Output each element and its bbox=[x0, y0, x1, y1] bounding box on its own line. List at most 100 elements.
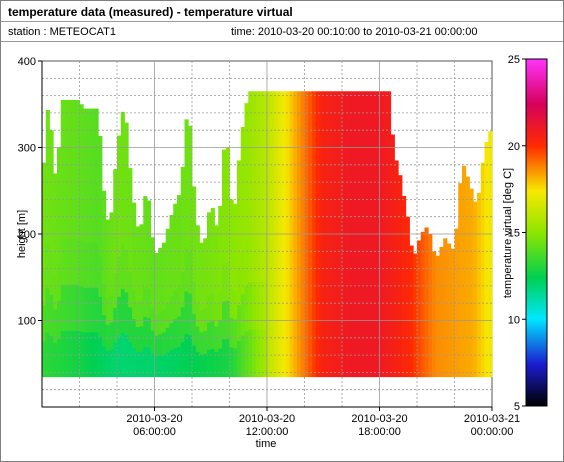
heatmap-cell bbox=[342, 234, 347, 282]
y-tick-label: 400 bbox=[18, 56, 36, 68]
heatmap-cell bbox=[424, 252, 429, 278]
heatmap-column bbox=[282, 91, 287, 378]
heatmap-cell bbox=[225, 338, 230, 378]
heatmap-column bbox=[169, 214, 174, 378]
heatmap-cell bbox=[113, 342, 118, 378]
heatmap-cell bbox=[439, 290, 444, 313]
heatmap-column bbox=[124, 122, 129, 378]
heatmap-cell bbox=[375, 329, 380, 378]
heatmap-cell bbox=[83, 332, 88, 378]
heatmap-cell bbox=[165, 278, 170, 304]
heatmap-cell bbox=[432, 251, 437, 273]
heatmap-cell bbox=[357, 138, 362, 187]
heatmap-cell bbox=[304, 281, 309, 330]
heatmap-cell bbox=[364, 329, 369, 378]
heatmap-cell bbox=[308, 91, 313, 140]
heatmap-cell bbox=[79, 240, 84, 287]
heatmap-cell bbox=[312, 138, 317, 187]
heatmap-cell bbox=[203, 261, 208, 285]
heatmap-cell bbox=[259, 138, 264, 187]
heatmap-cell bbox=[199, 265, 204, 288]
heatmap-cell bbox=[409, 332, 414, 356]
heatmap-cell bbox=[229, 317, 234, 348]
heatmap-cell bbox=[98, 256, 103, 297]
heatmap-cell bbox=[192, 345, 197, 378]
heatmap-cell bbox=[210, 348, 215, 378]
heatmap-column bbox=[372, 91, 377, 378]
heatmap-cell bbox=[143, 196, 148, 227]
heatmap-cell bbox=[263, 186, 268, 235]
heatmap-cell bbox=[45, 243, 50, 289]
heatmap-cell bbox=[42, 162, 47, 199]
heatmap-column bbox=[402, 195, 407, 378]
heatmap-cell bbox=[435, 316, 440, 337]
heatmap-cell bbox=[443, 284, 448, 308]
heatmap-column bbox=[83, 108, 88, 378]
heatmap-cell bbox=[349, 281, 354, 330]
heatmap-cell bbox=[255, 138, 260, 187]
heatmap-cell bbox=[87, 108, 92, 154]
heatmap-cell bbox=[462, 271, 467, 307]
heatmap-cell bbox=[282, 91, 287, 140]
heatmap-cell bbox=[184, 162, 189, 206]
heatmap-cell bbox=[117, 296, 122, 337]
heatmap-cell bbox=[402, 226, 407, 257]
heatmap-cell bbox=[72, 284, 77, 331]
heatmap-cell bbox=[135, 226, 140, 252]
heatmap-cell bbox=[454, 302, 459, 328]
heatmap-cell bbox=[405, 296, 410, 324]
heatmap-cell bbox=[72, 146, 77, 193]
heatmap-cell bbox=[60, 238, 65, 285]
heatmap-cell bbox=[195, 351, 200, 378]
heatmap-cell bbox=[87, 332, 92, 378]
heatmap-cell bbox=[293, 186, 298, 235]
heatmap-cell bbox=[432, 314, 437, 336]
heatmap-cell bbox=[304, 138, 309, 187]
heatmap-column bbox=[72, 99, 77, 378]
heatmap-cell bbox=[102, 283, 107, 316]
heatmap-cell bbox=[218, 348, 223, 378]
heatmap-cell bbox=[417, 240, 422, 264]
heatmap-cell bbox=[360, 138, 365, 187]
heatmap-cell bbox=[124, 292, 129, 335]
heatmap-cell bbox=[143, 346, 148, 378]
heatmap-cell bbox=[387, 234, 392, 282]
heatmap-cell bbox=[49, 335, 54, 378]
heatmap-cell bbox=[488, 254, 493, 296]
heatmap-cell bbox=[188, 334, 193, 378]
heatmap-cell bbox=[128, 237, 133, 273]
heatmap-cell bbox=[454, 228, 459, 254]
heatmap-cell bbox=[57, 338, 62, 378]
heatmap-cell bbox=[390, 215, 395, 257]
heatmap-cell bbox=[443, 330, 448, 355]
heatmap-cell bbox=[117, 215, 122, 257]
heatmap-cell bbox=[334, 138, 339, 187]
heatmap-cell bbox=[120, 155, 125, 201]
heatmap-column bbox=[387, 91, 392, 378]
heatmap-cell bbox=[300, 138, 305, 187]
heatmap-cell bbox=[484, 181, 489, 221]
heatmap-cell bbox=[64, 99, 69, 147]
heatmap-cell bbox=[90, 108, 95, 154]
heatmap-cell bbox=[357, 281, 362, 330]
heatmap-cell bbox=[274, 138, 279, 187]
heatmap-cell bbox=[293, 138, 298, 187]
heatmap-cell bbox=[417, 331, 422, 355]
heatmap-cell bbox=[169, 214, 174, 243]
y-tick-label: 200 bbox=[18, 229, 36, 241]
heatmap-cell bbox=[334, 281, 339, 330]
heatmap-cell bbox=[420, 280, 425, 305]
heatmap-column bbox=[165, 228, 170, 378]
heatmap-cell bbox=[375, 186, 380, 235]
heatmap-cell bbox=[83, 287, 88, 333]
heatmap-column bbox=[49, 130, 54, 378]
heatmap-cell bbox=[75, 146, 80, 193]
axes: 1002003004002010-03-2006:00:002010-03-20… bbox=[18, 56, 521, 438]
heatmap-cell bbox=[462, 165, 467, 202]
heatmap-cell bbox=[312, 281, 317, 330]
heatmap-cell bbox=[109, 212, 114, 241]
heatmap-cell bbox=[450, 312, 455, 335]
heatmap-cell bbox=[267, 329, 272, 378]
heatmap-cell bbox=[480, 234, 485, 271]
heatmap-cell bbox=[60, 284, 65, 331]
